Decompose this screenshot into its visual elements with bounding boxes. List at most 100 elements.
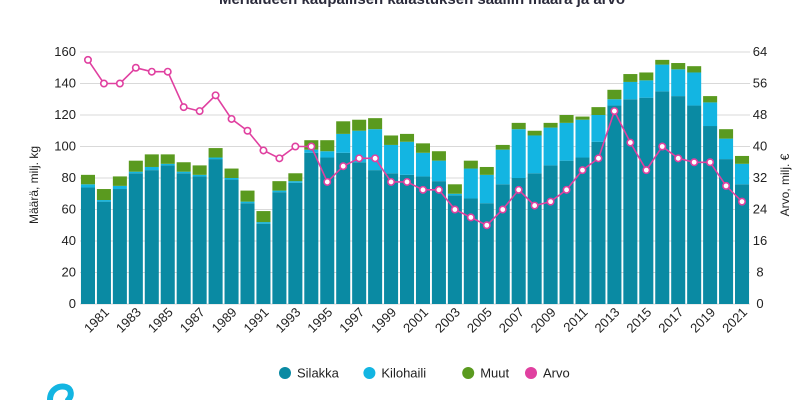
bar-muut [511, 122, 526, 130]
bar-muut [336, 121, 351, 134]
point-arvo [498, 205, 507, 214]
bar-silakka [655, 91, 670, 304]
y2-tick-label: 40 [753, 139, 767, 154]
y-axis-left-ticks: 0 20 40 60 80 100 120 140 160 [54, 44, 76, 311]
bar-muut [623, 74, 638, 82]
point-arvo [466, 213, 475, 222]
x-tick-label: 2021 [719, 305, 750, 336]
x-tick-label: 2001 [400, 305, 431, 336]
bar-muut [655, 59, 670, 65]
point-arvo [275, 154, 284, 163]
bar-kilohaili [192, 174, 207, 177]
bar-muut [368, 118, 383, 130]
bar-muut [272, 181, 287, 191]
point-arvo [115, 79, 124, 88]
y-tick-label: 60 [62, 202, 76, 217]
point-arvo [131, 63, 140, 72]
bar-muut [559, 115, 574, 123]
x-tick-label: 2003 [432, 305, 463, 336]
gridlines [80, 51, 750, 305]
logo-swirl-icon [47, 383, 74, 400]
x-tick-label: 1995 [304, 305, 335, 336]
bar-muut [256, 211, 271, 223]
point-arvo [514, 185, 523, 194]
bar-kilohaili [400, 141, 415, 175]
y-tick-label: 80 [62, 170, 76, 185]
bar-silakka [607, 105, 622, 304]
bar-silakka [543, 165, 558, 304]
bar-muut [352, 119, 367, 131]
bar-muut [687, 66, 702, 73]
point-arvo [83, 55, 92, 64]
bar-silakka [384, 173, 399, 304]
bar-muut [112, 176, 127, 186]
bar-kilohaili [224, 178, 239, 180]
bar-silakka [96, 201, 111, 304]
point-arvo [387, 177, 396, 186]
bar-silakka [160, 165, 175, 304]
point-arvo [658, 142, 667, 151]
point-arvo [291, 142, 300, 151]
x-tick-label: 1981 [81, 305, 112, 336]
bar-silakka [352, 162, 367, 304]
y2-tick-label: 56 [753, 76, 767, 91]
bar-muut [671, 63, 686, 70]
point-arvo [738, 197, 747, 206]
bar-kilohaili [256, 222, 271, 224]
bar-kilohaili [160, 163, 175, 166]
bar-kilohaili [495, 149, 510, 185]
y-tick-label: 40 [62, 233, 76, 248]
bar-muut [735, 155, 750, 164]
bar-kilohaili [623, 81, 638, 100]
x-tick-label: 2009 [528, 305, 559, 336]
x-tick-label: 1997 [336, 305, 367, 336]
bar-silakka [703, 126, 718, 305]
bar-kilohaili [272, 190, 287, 193]
bar-kilohaili [320, 151, 335, 158]
bar-kilohaili [559, 122, 574, 161]
point-arvo [227, 114, 236, 123]
y-tick-label: 100 [54, 139, 76, 154]
legend-label-kilohaili: Kilohaili [381, 366, 426, 381]
bar-kilohaili [144, 166, 159, 171]
y-axis-right-ticks: 0 8 16 24 32 40 48 56 64 [753, 44, 767, 311]
bar-muut [543, 122, 558, 128]
x-tick-label: 2011 [560, 305, 590, 335]
point-arvo [562, 185, 571, 194]
bar-kilohaili [415, 152, 430, 177]
bar-silakka [559, 160, 574, 304]
point-arvo [610, 107, 619, 116]
point-arvo [243, 126, 252, 135]
y-tick-label: 20 [62, 265, 76, 280]
point-arvo [99, 79, 108, 88]
point-arvo [211, 91, 220, 100]
bar-kilohaili [352, 130, 367, 163]
point-arvo [339, 162, 348, 171]
bar-kilohaili [80, 184, 95, 188]
bar-kilohaili [368, 129, 383, 171]
bar-silakka [256, 223, 271, 304]
x-tick-label: 1991 [241, 305, 272, 336]
x-tick-label: 2015 [623, 305, 654, 336]
y2-tick-label: 32 [753, 170, 767, 185]
bar-muut [591, 107, 606, 115]
bar-kilohaili [96, 200, 111, 202]
point-arvo [259, 146, 268, 155]
bar-muut [384, 135, 399, 145]
bar-kilohaili [511, 129, 526, 178]
point-arvo [674, 154, 683, 163]
bar-kilohaili [240, 201, 255, 204]
bar-muut [96, 189, 111, 201]
point-arvo [450, 205, 459, 214]
bar-kilohaili [479, 174, 494, 204]
bar-kilohaili [575, 119, 590, 158]
x-axis-ticks: 1981 1983 1985 1987 1989 1991 1993 1995 1997 1999… [81, 305, 750, 336]
bar-muut [320, 140, 335, 152]
y-tick-label: 160 [54, 44, 76, 59]
bar-muut [639, 72, 654, 81]
bar-kilohaili [304, 149, 319, 153]
bar-kilohaili [384, 144, 399, 174]
bar-muut [495, 144, 510, 150]
bar-silakka [623, 99, 638, 304]
